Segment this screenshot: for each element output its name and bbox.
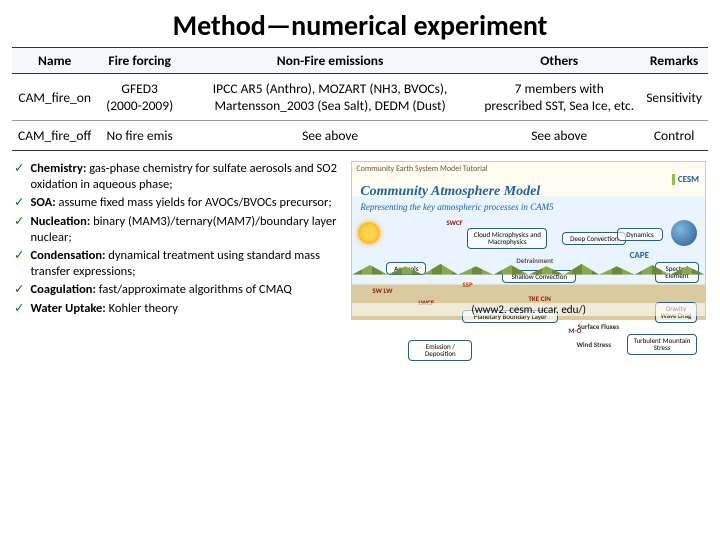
list-item: ✓Condensation: dynamical treatment using…: [14, 248, 341, 279]
th-remarks: Remarks: [640, 48, 708, 74]
check-icon: ✓: [14, 282, 24, 298]
cell-nonfire: IPCC AR5 (Anthro), MOZART (NH3, BVOCs), …: [182, 74, 478, 121]
th-nonfire: Non-Fire emissions: [182, 48, 478, 74]
list-item: ✓SOA: assume fixed mass yields for AVOCs…: [14, 195, 341, 211]
th-others: Others: [478, 48, 640, 74]
cell-name: CAM_fire_on: [12, 74, 97, 121]
list-item: ✓Nucleation: binary (MAM3)/ternary(MAM7)…: [14, 214, 341, 245]
cell-remarks: Control: [640, 121, 708, 151]
label-wind: Wind Stress: [577, 340, 611, 349]
check-icon: ✓: [14, 248, 24, 279]
cell-name: CAM_fire_off: [12, 121, 97, 151]
cell-remarks: Sensitivity: [640, 74, 708, 121]
label-swcf: SWCF: [446, 218, 462, 227]
label-cape: CAPE: [630, 250, 649, 261]
th-fire: Fire forcing: [97, 48, 182, 74]
table-row: CAM_fire_off No fire emis See above See …: [12, 121, 708, 151]
globe-icon: [671, 220, 697, 246]
check-icon: ✓: [14, 214, 24, 245]
check-icon: ✓: [14, 301, 24, 317]
label-ssp: SSP: [462, 280, 472, 289]
list-item: ✓Water Uptake: Kohler theory: [14, 301, 341, 317]
label-surfflux: Surface Fluxes: [578, 322, 619, 331]
diagram-title: Community Atmosphere Model: [360, 184, 540, 200]
cell-others: See above: [478, 121, 640, 151]
label-swlw: SW LW: [372, 286, 392, 295]
th-name: Name: [12, 48, 97, 74]
table-header-row: Name Fire forcing Non-Fire emissions Oth…: [12, 48, 708, 74]
cam-diagram: Community Earth System Model Tutorial CE…: [351, 161, 706, 320]
cell-nonfire: See above: [182, 121, 478, 151]
diagram-citation: (www2. cesm. ucar. edu/): [352, 303, 705, 316]
bullet-list: ✓Chemistry: gas-phase chemistry for sulf…: [14, 161, 341, 320]
experiment-table: Name Fire forcing Non-Fire emissions Oth…: [0, 47, 720, 151]
cell-fire: GFED3 (2000-2009): [97, 74, 182, 121]
page-title: Method—numerical experiment: [0, 0, 720, 47]
check-icon: ✓: [14, 195, 24, 211]
list-item: ✓Coagulation: fast/approximate algorithm…: [14, 282, 341, 298]
check-icon: ✓: [14, 161, 24, 192]
box-turb: Turbulent Mountain Stress: [627, 334, 697, 355]
list-item: ✓Chemistry: gas-phase chemistry for sulf…: [14, 161, 341, 192]
label-detrain: Detrainment: [516, 256, 553, 265]
cesm-logo: CESM: [672, 174, 699, 185]
box-dynamics: Dynamics: [617, 228, 663, 241]
diagram-subtitle: Representing the key atmospheric process…: [360, 202, 553, 212]
cell-others: 7 members with prescribed SST, Sea Ice, …: [478, 74, 640, 121]
cell-fire: No fire emis: [97, 121, 182, 151]
box-cloud: Cloud Microphysics and Macrophysics: [467, 228, 547, 249]
sun-icon: [358, 222, 380, 244]
diagram-banner: Community Earth System Model Tutorial: [356, 164, 701, 174]
box-deposition: Emission / Deposition: [408, 340, 472, 361]
table-row: CAM_fire_on GFED3 (2000-2009) IPCC AR5 (…: [12, 74, 708, 121]
